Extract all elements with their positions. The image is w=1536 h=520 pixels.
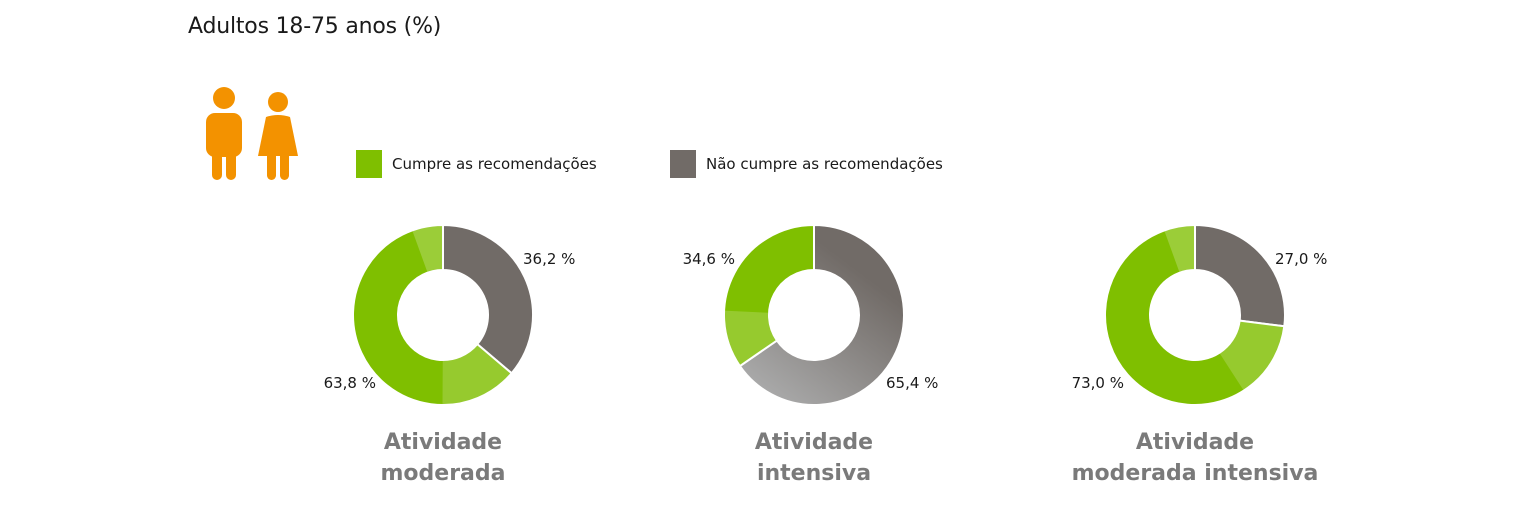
donut-2-label-1: 73,0 %: [1072, 374, 1124, 392]
donut-0-title-line-0: Atividade: [384, 430, 502, 455]
donut-0-label-0: 36,2 %: [523, 250, 575, 268]
donut-2-title-line-1: moderada intensiva: [1072, 461, 1319, 486]
donut-0-highlight: [442, 344, 512, 406]
donut-1-slice-1: [723, 223, 815, 368]
donut-2-highlight-top: [1164, 225, 1195, 273]
donut-2-title-line-0: Atividade: [1136, 430, 1254, 455]
donut-2-slice-1: [1104, 223, 1286, 406]
legend-item-nao-cumpre: Não cumpre as recomendações: [670, 150, 943, 178]
donut-1-label-1: 34,6 %: [683, 250, 735, 268]
donut-0-title-line-1: moderada: [381, 461, 506, 486]
donut-1-title-line-1: intensiva: [757, 461, 871, 486]
legend-label-nao-cumpre: Não cumpre as recomendações: [706, 155, 943, 173]
donut-0-label-1: 63,8 %: [324, 374, 376, 392]
adults-male-female-icon: [206, 87, 298, 180]
donut-1-slice-0: [738, 223, 905, 406]
donut-2-label-0: 27,0 %: [1275, 250, 1327, 268]
donut-0-highlight-top: [412, 225, 443, 273]
donut-0-slice-0: [442, 223, 534, 375]
donut-2-highlight: [1219, 320, 1285, 391]
legend-swatch-nao-cumpre: [670, 150, 696, 178]
donut-2-slice-0: [1194, 223, 1286, 328]
donut-1-title-line-0: Atividade: [755, 430, 873, 455]
donut-1-highlight: [724, 310, 777, 367]
legend-label-cumpre: Cumpre as recomendações: [392, 155, 597, 173]
legend-item-cumpre: Cumpre as recomendações: [356, 150, 597, 178]
chart-title-main: Adultos 18-75 anos (%): [188, 14, 442, 39]
legend-swatch-cumpre: [356, 150, 382, 178]
donut-0-slice-1: [352, 223, 514, 406]
donut-1-label-0: 65,4 %: [886, 374, 938, 392]
